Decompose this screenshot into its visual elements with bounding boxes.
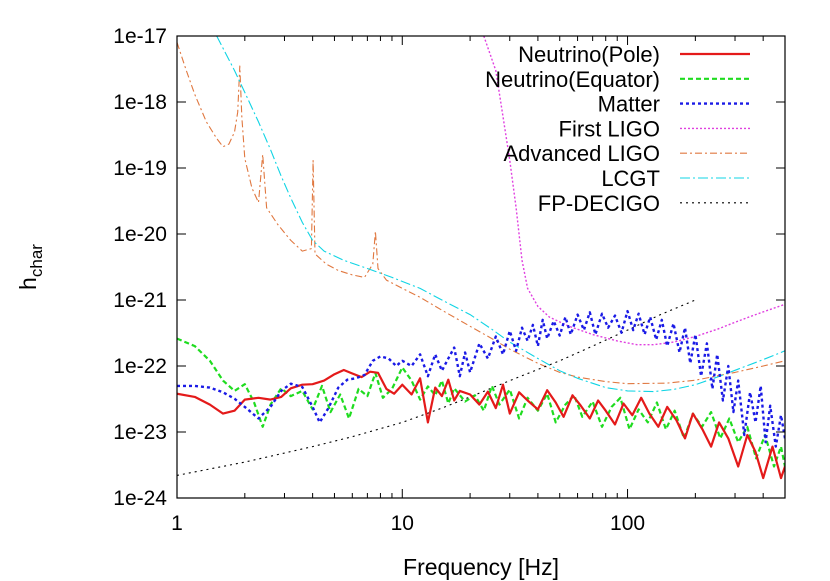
x-tick-label: 100 bbox=[610, 512, 645, 535]
legend-label-first-ligo: First LIGO bbox=[559, 116, 660, 141]
y-axis-title: hchar bbox=[15, 244, 46, 290]
x-tick-label: 10 bbox=[391, 512, 414, 535]
legend-label-advanced-ligo: Advanced LIGO bbox=[503, 141, 660, 166]
x-tick-label: 1 bbox=[171, 512, 183, 535]
plot-area-frame bbox=[176, 35, 786, 499]
y-tick-label: 1e-24 bbox=[113, 487, 167, 510]
series-line-first-ligo bbox=[483, 36, 785, 346]
series-line-matter bbox=[177, 309, 785, 448]
series-line-advanced-ligo bbox=[177, 42, 785, 385]
y-tick-label: 1e-21 bbox=[113, 289, 167, 312]
x-axis-title: Frequency [Hz] bbox=[403, 554, 559, 580]
y-tick-label: 1e-18 bbox=[113, 91, 167, 114]
legend-label-fp-decigo: FP-DECIGO bbox=[538, 191, 660, 216]
y-tick-label: 1e-19 bbox=[113, 157, 167, 180]
legend: Neutrino(Pole)Neutrino(Equator)MatterFir… bbox=[485, 42, 750, 216]
axis-ticks: 1 10 100 1e-24 1e-23 1e-22 1e-21 1e-20 1e-19 1e-1… bbox=[113, 25, 786, 535]
legend-label-matter: Matter bbox=[598, 92, 660, 117]
y-tick-label: 1e-17 bbox=[113, 25, 167, 48]
legend-label-neutrino-equator: Neutrino(Equator) bbox=[485, 67, 660, 92]
y-tick-label: 1e-20 bbox=[113, 223, 167, 246]
series-line-neutrino-pole bbox=[177, 368, 785, 480]
series-line-fp-decigo bbox=[177, 299, 696, 476]
legend-label-neutrino-pole: Neutrino(Pole) bbox=[518, 42, 660, 67]
y-tick-label: 1e-22 bbox=[113, 355, 167, 378]
legend-label-lcgt: LCGT bbox=[601, 166, 660, 191]
series-line-lcgt bbox=[216, 36, 785, 393]
series-layer bbox=[177, 36, 785, 480]
y-tick-label: 1e-23 bbox=[113, 421, 167, 444]
y-axis-title-sub: char bbox=[27, 244, 46, 277]
y-axis-title-main: h bbox=[15, 277, 41, 290]
